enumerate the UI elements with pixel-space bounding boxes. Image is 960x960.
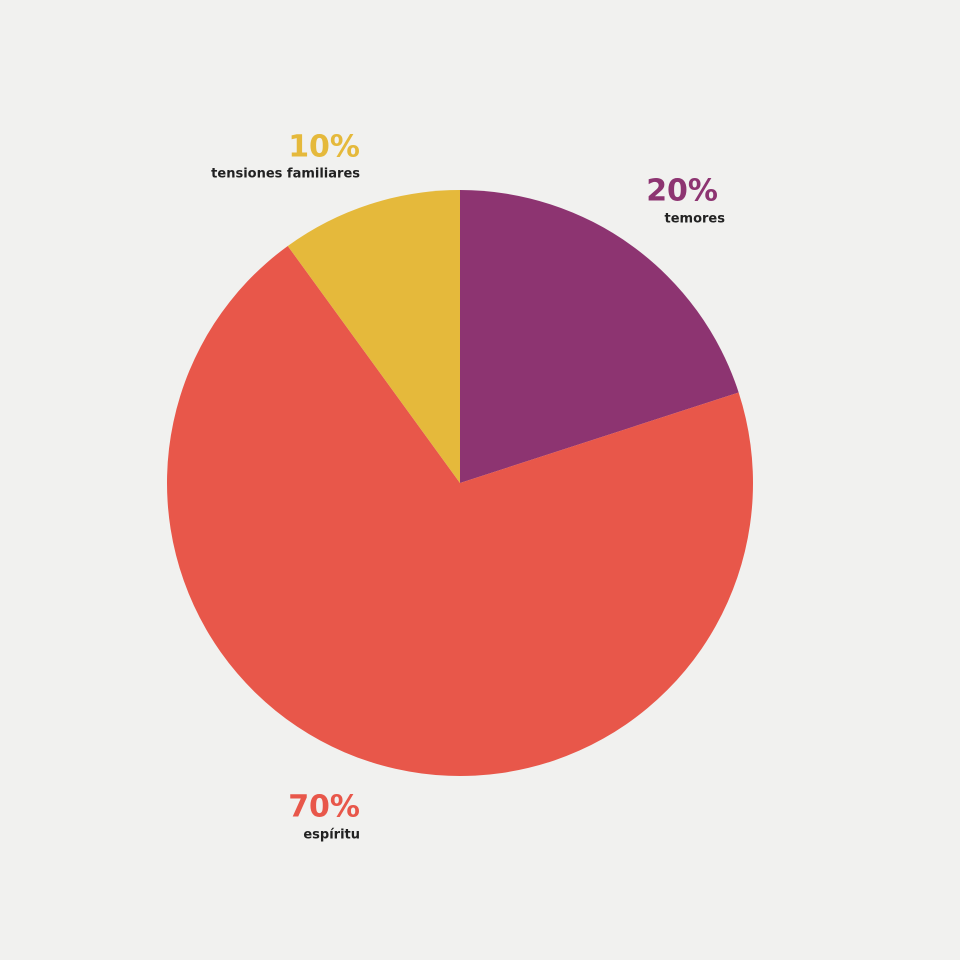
category-label: tensiones familiares xyxy=(211,167,360,182)
value-label: 20% xyxy=(646,174,718,209)
pie-slice xyxy=(460,190,739,483)
category-label: espíritu xyxy=(303,828,360,843)
value-label: 70% xyxy=(288,790,360,825)
value-label: 10% xyxy=(288,130,360,165)
category-label: temores xyxy=(665,212,726,227)
pie-slice xyxy=(287,190,460,483)
pie-slice xyxy=(166,245,753,777)
